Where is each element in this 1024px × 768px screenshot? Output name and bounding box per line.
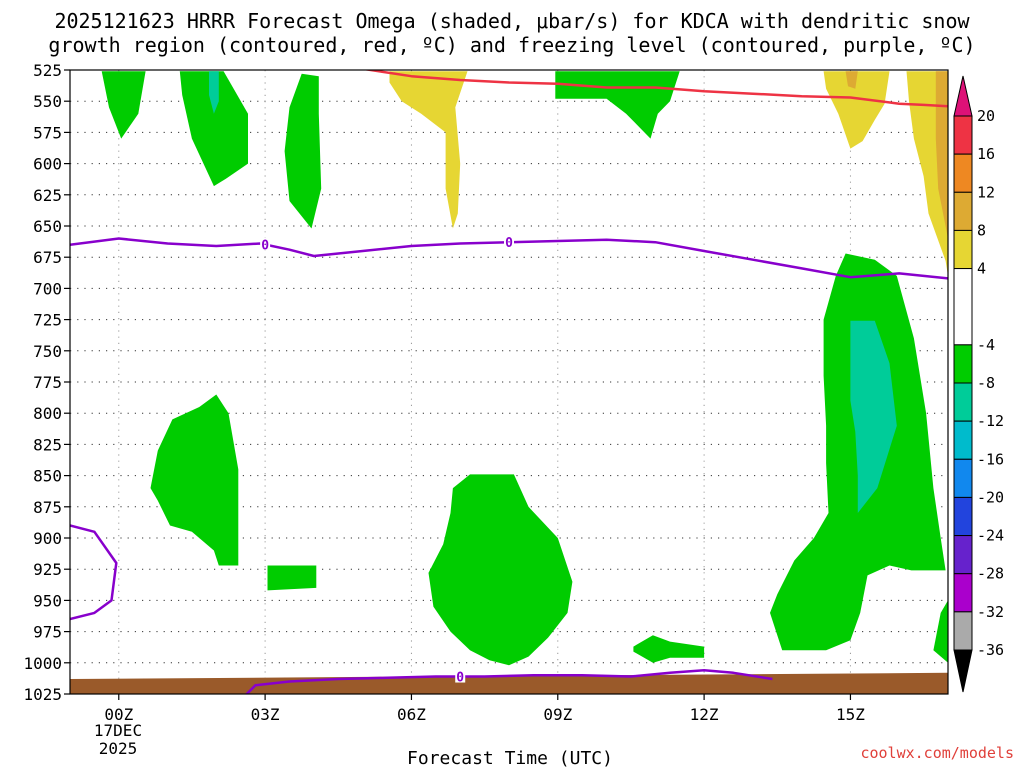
- colorbar-label--32: -32: [977, 603, 1004, 621]
- region-green-edge-bottom-right: [933, 600, 948, 663]
- colorbar-band-16-20: [953, 115, 973, 155]
- region-yellow-lobe-a: [389, 71, 468, 229]
- region-green-small-12: [633, 635, 705, 663]
- freezing-level-upper: [70, 237, 948, 280]
- colorbar-label--24: -24: [977, 527, 1004, 545]
- ytick-label-1000: 1000: [23, 654, 62, 673]
- ytick-label-800: 800: [33, 404, 62, 423]
- contour-label-1: 0: [505, 236, 513, 251]
- xtick-label-12Z: 12Z: [690, 705, 719, 724]
- colorbar-band--8--4: [953, 344, 973, 384]
- ytick-label-1025: 1025: [23, 685, 62, 704]
- ytick-label-550: 550: [33, 92, 62, 111]
- ytick-label-575: 575: [33, 123, 62, 142]
- xtick-label-09Z: 09Z: [543, 705, 572, 724]
- ytick-label-525: 525: [33, 61, 62, 80]
- colorbar-band-4-8: [953, 229, 973, 270]
- chart-title-line2: growth region (contoured, red, ºC) and f…: [48, 33, 975, 57]
- colorbar-band--20--16: [953, 458, 973, 498]
- contour-label-0: 0: [261, 239, 269, 254]
- xtick-label-06Z: 06Z: [397, 705, 426, 724]
- ytick-label-900: 900: [33, 529, 62, 548]
- colorbar-label--16: -16: [977, 450, 1004, 468]
- colorbar-label--4: -4: [977, 336, 995, 354]
- colorbar-band-8-12: [953, 191, 973, 231]
- colorbar-band--12--8: [953, 382, 973, 422]
- chart-title-line1: 2025121623 HRRR Forecast Omega (shaded, …: [54, 9, 970, 33]
- region-green-blob-08: [428, 474, 573, 666]
- ytick-label-725: 725: [33, 311, 62, 330]
- ytick-label-975: 975: [33, 623, 62, 642]
- region-ground: [70, 672, 948, 694]
- colorbar-label-12: 12: [977, 183, 995, 201]
- xtick-label-00Z: 00Z: [104, 705, 133, 724]
- contour-label-bg-1: [504, 235, 514, 249]
- ytick-label-875: 875: [33, 498, 62, 517]
- ytick-label-700: 700: [33, 279, 62, 298]
- ytick-label-825: 825: [33, 435, 62, 454]
- colorbar: 20 16 12 8 4 -4 -8 -12 -16 -20 -24 -28 -32 -36: [953, 75, 1004, 693]
- ytick-label-750: 750: [33, 342, 62, 361]
- ytick-label-925: 925: [33, 560, 62, 579]
- colorbar-label-8: 8: [977, 221, 986, 239]
- colorbar-top-arrow: [953, 75, 973, 117]
- xtick-label-15Z: 15Z: [836, 705, 865, 724]
- colorbar-band--36--32: [953, 611, 973, 651]
- omega-shading: [70, 71, 948, 694]
- colorbar-label--12: -12: [977, 412, 1004, 430]
- colorbar-band--4-4: [953, 268, 973, 346]
- ytick-label-775: 775: [33, 373, 62, 392]
- region-green-lobe-b: [179, 71, 248, 187]
- colorbar-band--24--20: [953, 496, 973, 537]
- region-yellow-lobe-b: [823, 71, 890, 149]
- x-date-line1: 17DEC: [94, 721, 142, 740]
- region-green-block-09: [555, 71, 680, 139]
- colorbar-label--36: -36: [977, 641, 1004, 659]
- ytick-label-650: 650: [33, 217, 62, 236]
- freezing-level-surface: [245, 669, 773, 694]
- region-orange-right-edge: [935, 71, 948, 239]
- region-orange-spot-b: [845, 71, 858, 89]
- colorbar-label--8: -8: [977, 374, 995, 392]
- colorbar-label-16: 16: [977, 145, 995, 163]
- colorbar-label-4: 4: [977, 260, 986, 278]
- dendritic-red-line: [362, 70, 948, 108]
- contour-lines: [70, 70, 948, 694]
- region-teal-spot-b: [209, 71, 219, 114]
- colorbar-label--20: -20: [977, 488, 1004, 506]
- colorbar-label--28: -28: [977, 565, 1004, 583]
- freezing-level-lower-left: [70, 524, 118, 621]
- contour-label-bg-2: [455, 669, 466, 683]
- x-date-line2: 2025: [99, 739, 138, 758]
- contour-labels: 0 0 0: [260, 235, 514, 686]
- colorbar-band--28--24: [953, 535, 973, 575]
- contour-label-2: 0: [456, 671, 464, 686]
- region-teal-blob-15: [850, 320, 897, 513]
- colorbar-band-12-16: [953, 153, 973, 193]
- ytick-label-675: 675: [33, 248, 62, 267]
- x-axis-label: Forecast Time (UTC): [407, 748, 613, 768]
- colorbar-label-20: 20: [977, 107, 995, 125]
- region-green-lobe-c: [284, 73, 322, 229]
- ytick-label-950: 950: [33, 591, 62, 610]
- region-green-blob-02: [150, 394, 239, 566]
- ytick-label-850: 850: [33, 467, 62, 486]
- ytick-label-625: 625: [33, 186, 62, 205]
- colorbar-bottom-arrow: [953, 649, 973, 693]
- x-axis: 00Z 03Z 06Z 09Z 12Z 15Z: [104, 694, 865, 724]
- watermark: coolwx.com/models: [860, 744, 1014, 762]
- region-green-lobe-a: [101, 71, 146, 139]
- xtick-label-03Z: 03Z: [251, 705, 280, 724]
- colorbar-band--32--28: [953, 573, 973, 613]
- colorbar-band--16--12: [953, 420, 973, 460]
- ytick-label-600: 600: [33, 155, 62, 174]
- y-axis: 525 550 575 600 625 650 675 700 725 750 775 800 825 8…: [23, 61, 70, 704]
- region-green-rect-03: [267, 565, 317, 591]
- contour-label-bg-0: [260, 237, 271, 251]
